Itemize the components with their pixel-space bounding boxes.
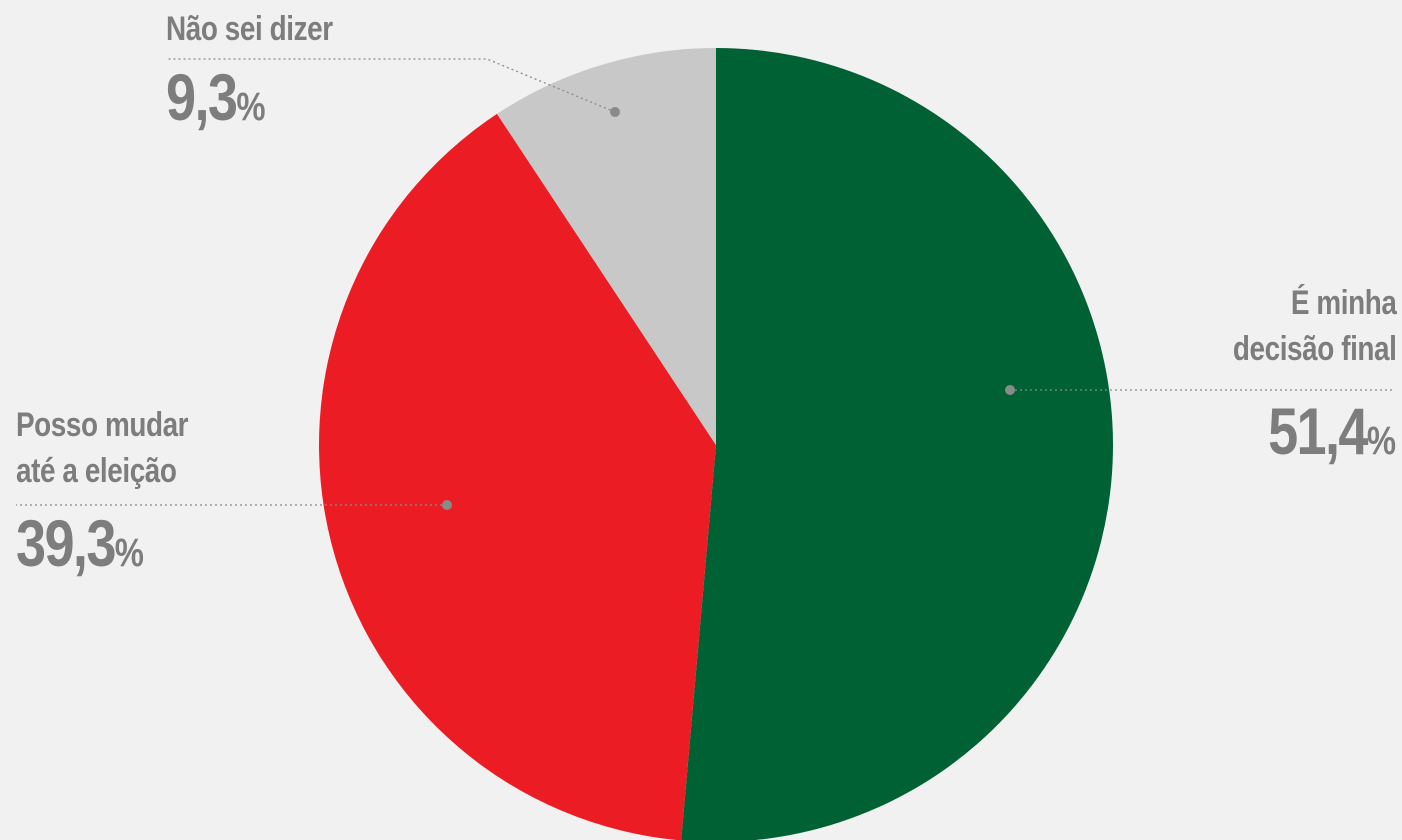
slice-posso-mudar bbox=[319, 113, 716, 840]
label-posso-mudar: Posso mudar até a eleição bbox=[16, 402, 189, 494]
leader-nao-sei-dizer-dot bbox=[610, 107, 620, 117]
value-posso-mudar: 39,3% bbox=[16, 508, 144, 588]
value-e-minha-decisao-final: 51,4% bbox=[1268, 396, 1396, 476]
leader-nao-sei-dizer bbox=[166, 58, 616, 113]
label-e-minha-decisao-final: É minha decisão final bbox=[1232, 280, 1396, 372]
label-nao-sei-dizer-line1: Não sei dizer bbox=[166, 10, 333, 48]
value-e-minha-decisao-final-unit: % bbox=[1366, 419, 1396, 463]
label-posso-mudar-line1: Posso mudar bbox=[16, 406, 189, 444]
value-nao-sei-dizer-unit: % bbox=[236, 85, 266, 129]
label-e-minha-decisao-final-line1: É minha bbox=[1290, 284, 1396, 322]
value-nao-sei-dizer-number: 9,3 bbox=[166, 60, 238, 134]
label-posso-mudar-line2: até a eleição bbox=[16, 452, 177, 490]
value-nao-sei-dizer: 9,3% bbox=[166, 62, 265, 142]
leader-e-minha-decisao-final-dot bbox=[1005, 385, 1015, 395]
value-posso-mudar-number: 39,3 bbox=[16, 506, 116, 580]
slice-nao-sei-dizer bbox=[496, 48, 716, 445]
slice-e-minha-decisao-final bbox=[681, 48, 1113, 840]
label-e-minha-decisao-final-line2: decisão final bbox=[1232, 330, 1396, 368]
label-nao-sei-dizer: Não sei dizer bbox=[166, 6, 333, 52]
value-e-minha-decisao-final-number: 51,4 bbox=[1268, 394, 1368, 468]
value-posso-mudar-unit: % bbox=[114, 531, 144, 575]
leader-posso-mudar-dot bbox=[442, 500, 452, 510]
